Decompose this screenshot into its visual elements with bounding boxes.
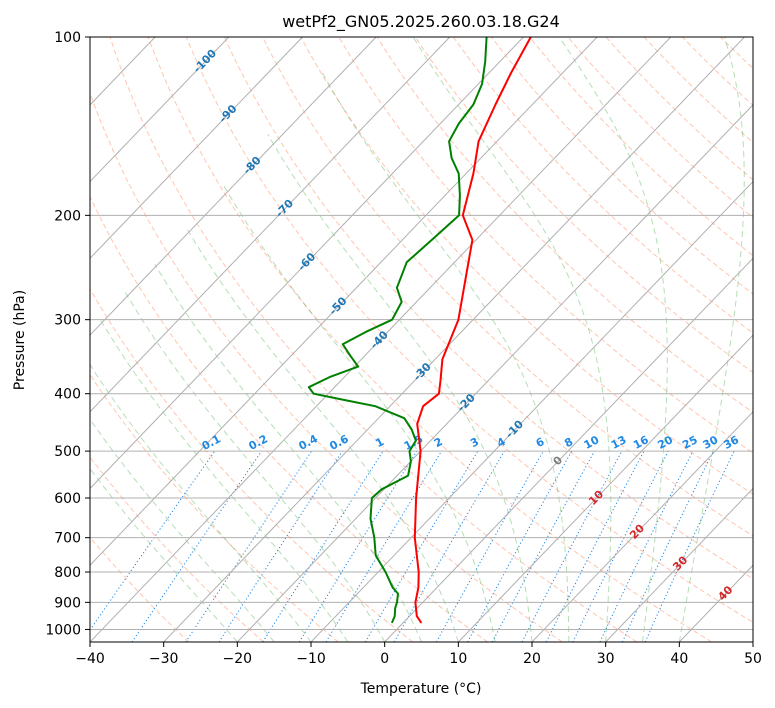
isotherm-gridline: [90, 37, 230, 183]
isotherm-gridline: [90, 37, 672, 642]
isotherm-gridline: [310, 180, 753, 642]
mixing-ratio-label: 20: [655, 433, 675, 452]
dry-adiabats: [90, 37, 753, 642]
y-tick-label: 800: [54, 565, 81, 581]
x-tick-label: 10: [449, 651, 467, 667]
moist-adiabat-line: [412, 37, 612, 642]
sounding-traces: [307, 37, 532, 624]
x-tick-label: 20: [523, 651, 541, 667]
mixing-ratio-label: 13: [609, 433, 629, 452]
mixing-ratio-label: 36: [721, 433, 741, 452]
plot-frame: [89, 36, 754, 643]
moist-adiabat-line: [154, 264, 422, 642]
moist-adiabat-line: [90, 363, 312, 642]
moist-adiabat-line: [320, 70, 570, 642]
dry-adiabat-line: [147, 37, 712, 642]
x-tick-label: 30: [597, 651, 615, 667]
dry-adiabat-line: [90, 195, 488, 642]
dry-adiabat-line: [567, 37, 753, 219]
mixing-ratio-line: [621, 450, 714, 642]
y-tick-label: 500: [54, 444, 81, 460]
dry-adiabat-line: [90, 536, 190, 642]
mixing-ratio-line: [364, 450, 479, 642]
isotherm-gridline: [90, 37, 451, 413]
x-tick-label: 50: [744, 651, 762, 667]
moist-adiabat-line: [185, 227, 459, 642]
isotherm-gridline: [531, 411, 753, 642]
dry-adiabat-line: [452, 37, 753, 334]
dewpoint-trace: [307, 37, 488, 624]
mixing-ratio-line: [262, 450, 384, 642]
y-tick-label: 100: [54, 30, 81, 46]
x-tick-label: −10: [296, 651, 326, 667]
x-tick-label: 40: [670, 651, 688, 667]
dry-adiabat-line: [300, 37, 753, 495]
x-tick-label: 0: [380, 651, 389, 667]
dry-adiabat-line: [185, 37, 753, 623]
mixing-ratio-lines: [90, 450, 735, 642]
temperature-trace: [413, 37, 532, 624]
mixing-ratio-line: [90, 450, 216, 632]
dry-adiabat-line: [414, 37, 753, 374]
isotherm-gridline: [163, 37, 745, 642]
dry-adiabat-line: [224, 37, 753, 580]
dry-adiabat-line: [109, 37, 638, 642]
isotherm-gridline: [384, 257, 753, 642]
skewed-isotherms: [90, 37, 753, 642]
isotherm-gridline: [90, 37, 303, 260]
plot-area: -100-90-80-70-60-50-40-30-20-10010203040…: [90, 37, 753, 642]
dry-adiabat-line: [529, 37, 753, 257]
dry-adiabat-line: [90, 456, 264, 642]
mixing-ratio-line: [491, 450, 595, 642]
moist-adiabat-line: [98, 317, 349, 642]
chart-title: wetPf2_GN05.2025.260.03.18.G24: [282, 12, 560, 32]
mixing-ratio-line: [435, 450, 544, 642]
x-tick-label: −30: [149, 651, 179, 667]
moist-adiabat-line: [90, 418, 275, 642]
moist-adiabat-line: [558, 37, 668, 642]
isotherm-gridline: [605, 487, 753, 642]
dry-adiabat-line: [643, 37, 753, 144]
mixing-ratio-line: [467, 450, 573, 642]
y-axis-label: Pressure (hPa): [12, 290, 28, 390]
dry-adiabat-line: [90, 287, 414, 642]
mixing-ratio-line: [325, 450, 443, 642]
dry-adiabat-line: [90, 91, 563, 642]
isotherm-gridline: [90, 37, 598, 566]
mixing-ratio-label: 16: [631, 433, 651, 452]
mixing-ratio-line: [644, 450, 735, 642]
x-tick-label: −20: [223, 651, 253, 667]
dry-adiabat-line: [605, 37, 753, 181]
x-axis-ticks: −40 −30 −20 −10 0 10 20 30 40 50: [75, 642, 762, 667]
y-tick-label: 1000: [45, 622, 81, 638]
mixing-ratio-label: 30: [701, 433, 721, 452]
x-tick-label: −40: [75, 651, 105, 667]
mixing-ratio-label: 25: [680, 433, 700, 452]
y-tick-label: 400: [54, 387, 81, 403]
dry-adiabat-line: [262, 37, 753, 537]
isotherm-gridline: [90, 37, 377, 336]
y-tick-label: 900: [54, 595, 81, 611]
isotherm-gridline: [90, 37, 524, 490]
y-tick-label: 200: [54, 208, 81, 224]
mixing-ratio-label: 10: [582, 433, 602, 452]
y-tick-label: 700: [54, 531, 81, 547]
mixing-ratio-line: [599, 450, 694, 642]
mixing-ratio-line: [393, 450, 505, 642]
isotherm-gridline: [457, 334, 753, 642]
x-axis-label: Temperature (°C): [360, 681, 482, 697]
moist-adiabat-line: [678, 37, 745, 642]
isotherm-gridline: [236, 104, 753, 642]
y-axis-ticks: 100 200 300 400 500 600 700 800 900 1000: [45, 30, 90, 638]
y-tick-label: 300: [54, 313, 81, 329]
mixing-ratio-line: [298, 450, 418, 642]
y-tick-label: 600: [54, 491, 81, 507]
